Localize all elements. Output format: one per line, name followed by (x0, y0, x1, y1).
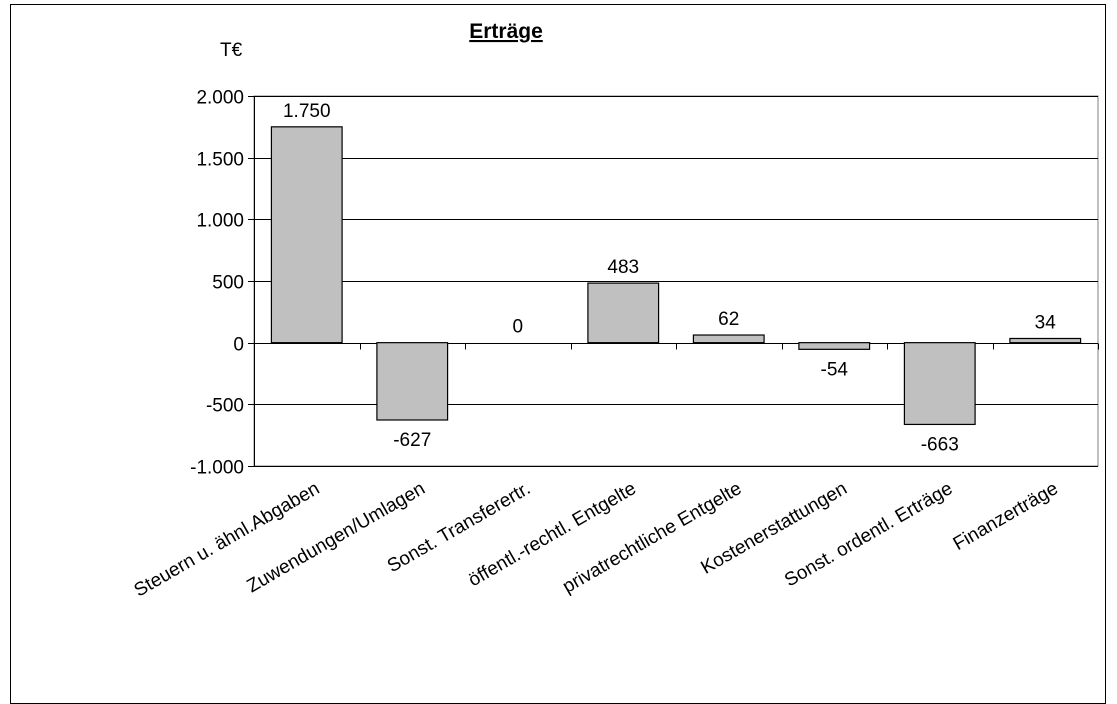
y-tick-label: -1.000 (190, 458, 244, 479)
bar (270, 126, 343, 344)
x-category-label: öffentl.-rechtl. Entgelte (465, 478, 640, 591)
data-label: -663 (921, 434, 959, 455)
y-axis-unit: T€ (220, 40, 243, 61)
bars (270, 126, 1082, 426)
bar (692, 334, 765, 344)
data-label: -627 (393, 430, 431, 451)
x-category-label: Zuwendungen/Umlagen (244, 478, 429, 597)
data-label: 483 (607, 257, 639, 278)
x-category-label: privatrechtliche Entgelte (559, 478, 745, 598)
data-label: 62 (718, 309, 739, 330)
y-tick-label: 1.500 (196, 150, 244, 171)
x-category-label: Finanzerträge (950, 478, 1062, 555)
bar (903, 342, 976, 426)
x-category-label: Steuern u. ähnl.Abgaben (131, 478, 324, 601)
x-tick-labels: Steuern u. ähnl.AbgabenZuwendungen/Umlag… (131, 478, 1062, 601)
data-label: 34 (1035, 312, 1057, 333)
chart-title: Erträge (469, 20, 543, 43)
y-tick-label: -500 (206, 396, 244, 417)
y-tick-label: 2.000 (196, 88, 244, 109)
y-tick-label: 0 (233, 335, 244, 356)
data-label: 1.750 (283, 101, 331, 122)
bar (1009, 337, 1082, 344)
y-tick-label: 500 (212, 273, 244, 294)
bar-chart: Erträge T€ 2.000 1.500 1.000 500 0 -500 -1.000… (131, 20, 1099, 601)
data-label: -54 (821, 359, 849, 380)
bar (376, 342, 449, 421)
data-labels: 1.750 -627 0 483 62 -54 -663 34 (283, 101, 1056, 456)
x-category-label: Sonst. ordentl. Erträge (781, 478, 956, 591)
y-tick-labels: 2.000 1.500 1.000 500 0 -500 -1.000 (190, 88, 244, 479)
bar (798, 342, 871, 350)
y-tick-label: 1.000 (196, 211, 244, 232)
bar (587, 282, 660, 344)
axes (248, 96, 1099, 467)
data-label: 0 (512, 317, 523, 338)
